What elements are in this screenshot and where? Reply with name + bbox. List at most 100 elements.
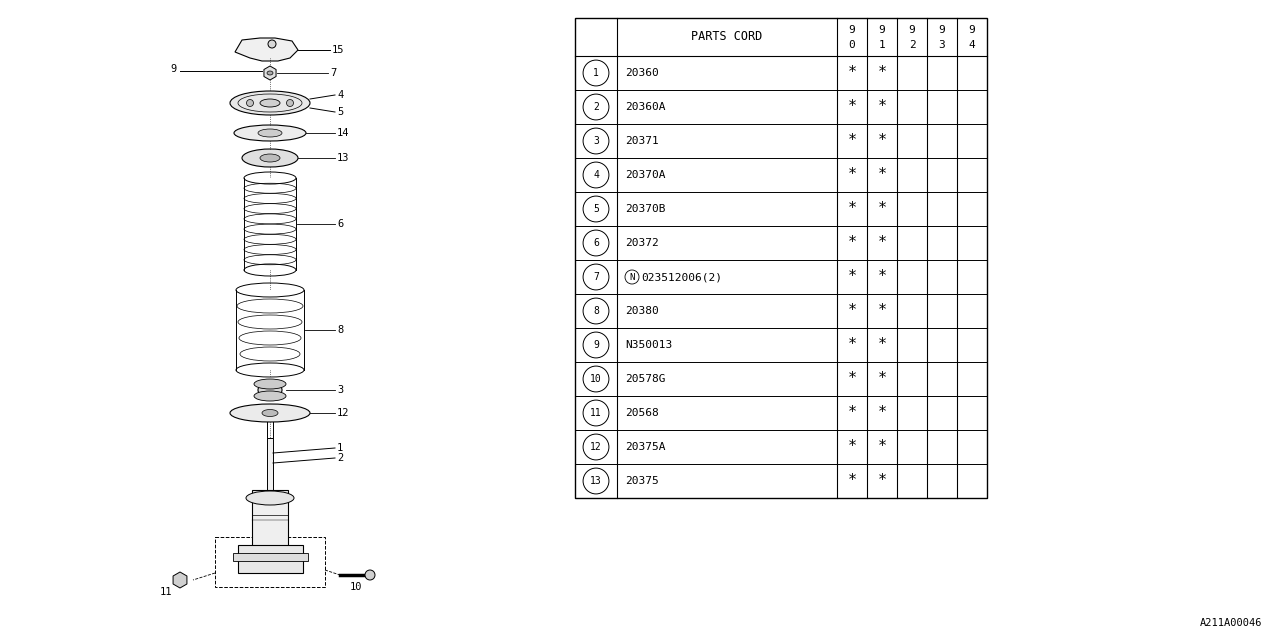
Text: 3: 3 [337, 385, 343, 395]
Text: 20372: 20372 [625, 238, 659, 248]
Text: 9: 9 [170, 64, 177, 74]
Ellipse shape [365, 570, 375, 580]
Text: 4: 4 [593, 170, 599, 180]
Bar [252, 490, 288, 565]
Text: *: * [877, 202, 887, 216]
Text: *: * [877, 406, 887, 420]
Text: 12: 12 [590, 442, 602, 452]
Text: *: * [877, 236, 887, 250]
Text: *: * [877, 269, 887, 285]
Text: 20360: 20360 [625, 68, 659, 78]
Bar [233, 553, 307, 561]
Polygon shape [236, 38, 298, 61]
Text: 9: 9 [849, 25, 855, 35]
Text: A211A00046: A211A00046 [1199, 618, 1262, 628]
Text: *: * [877, 474, 887, 488]
Text: 9: 9 [593, 340, 599, 350]
Text: 023512006(2): 023512006(2) [641, 272, 722, 282]
Text: 3: 3 [938, 40, 946, 50]
Text: *: * [847, 99, 856, 115]
Text: 2: 2 [909, 40, 915, 50]
Ellipse shape [253, 379, 285, 389]
Text: *: * [847, 236, 856, 250]
Text: 20371: 20371 [625, 136, 659, 146]
Text: *: * [847, 371, 856, 387]
Text: *: * [877, 440, 887, 454]
Circle shape [287, 99, 293, 106]
Text: 2: 2 [593, 102, 599, 112]
Text: 4: 4 [337, 90, 343, 100]
Text: *: * [877, 168, 887, 182]
Text: 20380: 20380 [625, 306, 659, 316]
Text: 2: 2 [337, 453, 343, 463]
Text: 15: 15 [332, 45, 344, 55]
Text: *: * [847, 65, 856, 81]
Text: 8: 8 [593, 306, 599, 316]
Text: 5: 5 [593, 204, 599, 214]
Text: 12: 12 [337, 408, 349, 418]
Text: 1: 1 [878, 40, 886, 50]
Circle shape [247, 99, 253, 106]
Text: N: N [630, 273, 635, 282]
Ellipse shape [253, 391, 285, 401]
Text: 9: 9 [938, 25, 946, 35]
Text: *: * [847, 406, 856, 420]
Text: *: * [847, 269, 856, 285]
Text: *: * [847, 440, 856, 454]
Bar [268, 438, 273, 490]
Text: *: * [877, 371, 887, 387]
Text: 10: 10 [349, 582, 362, 592]
Text: *: * [847, 168, 856, 182]
Text: 14: 14 [337, 128, 349, 138]
Ellipse shape [246, 491, 294, 505]
Ellipse shape [230, 404, 310, 422]
Ellipse shape [260, 99, 280, 107]
Text: 11: 11 [590, 408, 602, 418]
Circle shape [268, 40, 276, 48]
Text: *: * [847, 337, 856, 353]
Text: 6: 6 [337, 219, 343, 229]
Text: 20370B: 20370B [625, 204, 666, 214]
Ellipse shape [268, 71, 273, 75]
Ellipse shape [262, 410, 278, 417]
Text: PARTS CORD: PARTS CORD [691, 31, 763, 44]
Text: *: * [847, 474, 856, 488]
Text: *: * [847, 134, 856, 148]
Text: 10: 10 [590, 374, 602, 384]
Text: 7: 7 [593, 272, 599, 282]
Ellipse shape [242, 149, 298, 167]
Text: 13: 13 [590, 476, 602, 486]
Text: *: * [877, 134, 887, 148]
Text: 20370A: 20370A [625, 170, 666, 180]
Bar [238, 545, 302, 573]
Text: 9: 9 [909, 25, 915, 35]
Text: 20375A: 20375A [625, 442, 666, 452]
Text: *: * [847, 202, 856, 216]
Text: 20360A: 20360A [625, 102, 666, 112]
Ellipse shape [259, 129, 282, 137]
Text: 9: 9 [878, 25, 886, 35]
Text: *: * [847, 303, 856, 319]
Text: 4: 4 [969, 40, 975, 50]
Text: 20568: 20568 [625, 408, 659, 418]
Ellipse shape [260, 154, 280, 162]
Text: 20578G: 20578G [625, 374, 666, 384]
Text: *: * [877, 303, 887, 319]
Text: *: * [877, 65, 887, 81]
Text: 1: 1 [337, 443, 343, 453]
Text: 0: 0 [849, 40, 855, 50]
Bar [215, 537, 325, 587]
Text: 1: 1 [593, 68, 599, 78]
Ellipse shape [259, 382, 282, 398]
Text: 6: 6 [593, 238, 599, 248]
Text: N350013: N350013 [625, 340, 672, 350]
Text: 5: 5 [337, 107, 343, 117]
Text: 20375: 20375 [625, 476, 659, 486]
Text: 7: 7 [330, 68, 337, 78]
Text: 13: 13 [337, 153, 349, 163]
Text: 8: 8 [337, 325, 343, 335]
Text: *: * [877, 337, 887, 353]
Text: 3: 3 [593, 136, 599, 146]
Text: 9: 9 [969, 25, 975, 35]
Ellipse shape [234, 125, 306, 141]
